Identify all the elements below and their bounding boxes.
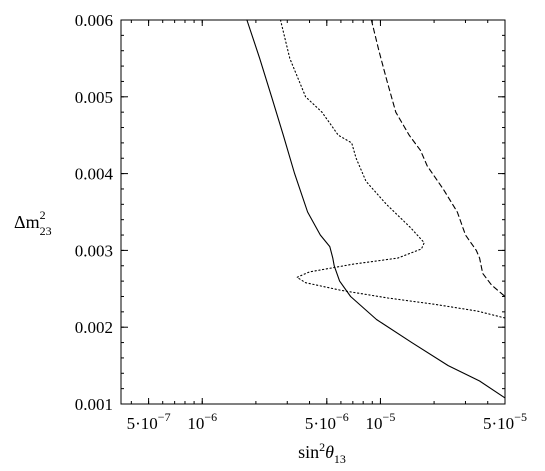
x-tick-label: 5·10−5 <box>483 410 527 433</box>
plot-frame <box>120 19 506 405</box>
y-tick-label: 0.001 <box>75 395 113 414</box>
x-tick-exponent: −7 <box>158 410 171 424</box>
x-tick-label: 10−6 <box>187 410 217 433</box>
y-tick-label: 0.006 <box>75 11 113 30</box>
x-axis-ticks: 5·10−7 10−6 5·10−6 10−5 5·10−5 <box>127 20 527 433</box>
x-axis-label: sin2θ13 <box>298 440 346 466</box>
x-label-base: sin <box>298 442 319 462</box>
x-tick-label: 10−5 <box>366 410 396 433</box>
y-tick-label: 0.005 <box>75 88 113 107</box>
y-axis-ticks: 0.001 0.002 0.003 0.004 0.005 0.006 <box>75 11 505 414</box>
y-label-base: Δm <box>14 212 40 232</box>
series-layer <box>246 19 506 399</box>
x-tick-label: 5·10−7 <box>127 410 171 433</box>
x-tick-exponent: −6 <box>336 410 349 424</box>
x-tick-mantissa: 5·10 <box>483 414 514 433</box>
x-tick-label: 5·10−6 <box>305 410 349 433</box>
y-tick-label: 0.004 <box>75 165 114 184</box>
x-label-theta: θ <box>325 442 334 462</box>
x-tick-mantissa: 5·10 <box>127 414 158 433</box>
x-label-sup: 2 <box>319 440 325 454</box>
x-tick-mantissa: 5·10 <box>305 414 336 433</box>
series-line-dashed <box>370 19 506 298</box>
x-tick-exponent: −5 <box>383 410 396 424</box>
y-tick-label: 0.003 <box>75 241 113 260</box>
x-tick-exponent: −5 <box>514 410 527 424</box>
y-tick-label: 0.002 <box>75 318 113 337</box>
x-tick-mantissa: 10 <box>366 414 383 433</box>
y-label-sup: 2 <box>40 208 46 222</box>
series-line-solid <box>246 19 506 399</box>
y-axis-label: Δm2 23 <box>14 208 52 238</box>
y-label-sub: 23 <box>40 224 52 238</box>
x-tick-mantissa: 10 <box>187 414 204 433</box>
series-line-dotted <box>279 19 506 319</box>
x-label-sub: 13 <box>334 452 346 466</box>
x-tick-exponent: −6 <box>204 410 217 424</box>
